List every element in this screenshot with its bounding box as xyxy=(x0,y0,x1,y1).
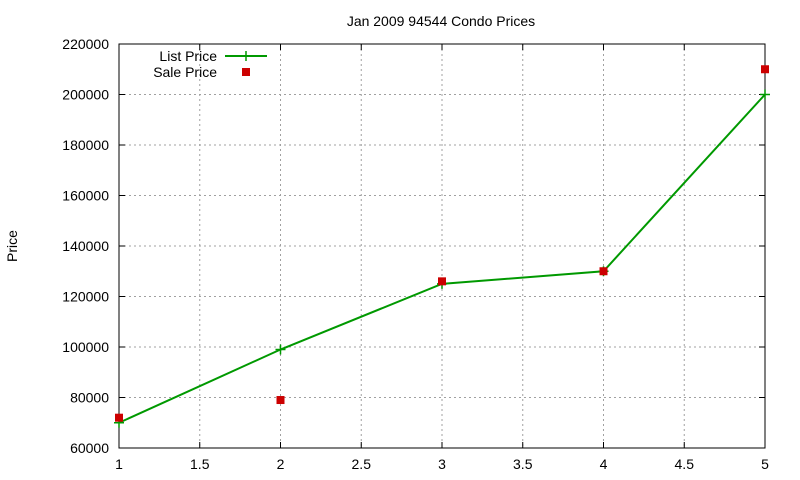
y-tick-labels: 60000 80000 100000 120000 140000 160000 180000… xyxy=(62,36,109,456)
legend-entry-list-price: List Price xyxy=(159,48,267,64)
y-tick-label: 160000 xyxy=(62,188,109,204)
plot-frame xyxy=(118,43,766,449)
sale-price-point xyxy=(599,267,608,276)
list-price-line xyxy=(118,93,766,424)
x-tick-label: 1.5 xyxy=(190,456,210,472)
sale-price-point xyxy=(438,277,446,286)
sale-price-point xyxy=(761,65,769,74)
y-tick-label: 220000 xyxy=(62,36,109,52)
list-price-point xyxy=(275,344,286,355)
x-tick-label: 3 xyxy=(438,456,446,472)
y-tick-label: 60000 xyxy=(70,440,109,456)
legend-entry-sale-price: Sale Price xyxy=(153,64,250,80)
legend-swatch-marker xyxy=(242,68,250,76)
series xyxy=(114,65,770,428)
x-tick-labels: 1 1.5 2 2.5 3 3.5 4 4.5 5 xyxy=(115,456,769,472)
y-tick-label: 200000 xyxy=(62,87,109,103)
series-sale-price xyxy=(115,65,769,422)
x-tick-label: 5 xyxy=(761,456,769,472)
x-tick-label: 2 xyxy=(277,456,285,472)
y-tick-label: 120000 xyxy=(62,289,109,305)
x-tick-label: 4 xyxy=(600,456,608,472)
list-price-point xyxy=(760,89,770,100)
sale-price-point xyxy=(276,396,285,405)
x-tick-label: 3.5 xyxy=(513,456,533,472)
legend-label: Sale Price xyxy=(153,64,217,80)
grid xyxy=(119,44,765,448)
y-tick-label: 80000 xyxy=(70,390,109,406)
y-tick-label: 100000 xyxy=(62,339,109,355)
legend-label: List Price xyxy=(159,48,217,64)
x-tick-label: 2.5 xyxy=(352,456,372,472)
y-tick-label: 140000 xyxy=(62,238,109,254)
legend-swatch-marker xyxy=(241,51,251,61)
x-tick-label: 1 xyxy=(115,456,123,472)
y-axis-label: Price xyxy=(4,230,20,262)
x-tick-label: 4.5 xyxy=(675,456,695,472)
chart-title: Jan 2009 94544 Condo Prices xyxy=(347,13,535,29)
y-tick-label: 180000 xyxy=(62,137,109,153)
sale-price-point xyxy=(115,413,123,422)
